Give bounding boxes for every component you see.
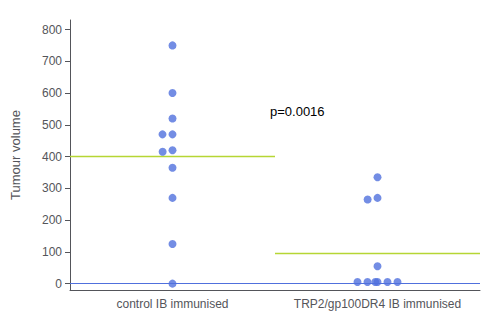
svg-text:TRP2/gp100DR4 IB immunised: TRP2/gp100DR4 IB immunised (294, 297, 461, 311)
svg-text:500: 500 (42, 118, 62, 132)
svg-text:600: 600 (42, 86, 62, 100)
svg-text:400: 400 (42, 150, 62, 164)
svg-text:p=0.0016: p=0.0016 (270, 104, 325, 119)
svg-text:Tumour volume: Tumour volume (8, 110, 23, 200)
svg-text:300: 300 (42, 181, 62, 195)
svg-text:control IB immunised: control IB immunised (116, 297, 228, 311)
svg-text:100: 100 (42, 245, 62, 259)
svg-text:0: 0 (55, 277, 62, 291)
svg-text:200: 200 (42, 213, 62, 227)
svg-text:700: 700 (42, 54, 62, 68)
svg-text:800: 800 (42, 23, 62, 37)
